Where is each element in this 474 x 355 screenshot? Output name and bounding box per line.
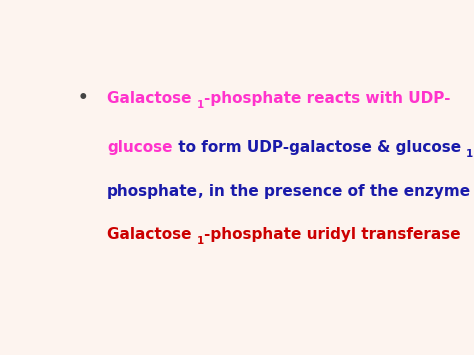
Text: -phosphate reacts with UDP-: -phosphate reacts with UDP- <box>204 91 450 106</box>
Text: Galactose: Galactose <box>107 91 197 106</box>
Text: glucose: glucose <box>107 140 173 155</box>
Text: , in the presence of the enzyme: , in the presence of the enzyme <box>198 184 470 199</box>
Text: 1: 1 <box>197 100 204 110</box>
Text: -: - <box>473 140 474 155</box>
Text: to form UDP-galactose & glucose: to form UDP-galactose & glucose <box>173 140 466 155</box>
Text: 1: 1 <box>197 236 204 246</box>
Text: -phosphate uridyl transferase: -phosphate uridyl transferase <box>204 228 461 242</box>
Text: phosphate: phosphate <box>107 184 198 199</box>
Text: Galactose: Galactose <box>107 228 197 242</box>
Text: •: • <box>78 89 88 107</box>
Text: 1: 1 <box>466 149 473 159</box>
